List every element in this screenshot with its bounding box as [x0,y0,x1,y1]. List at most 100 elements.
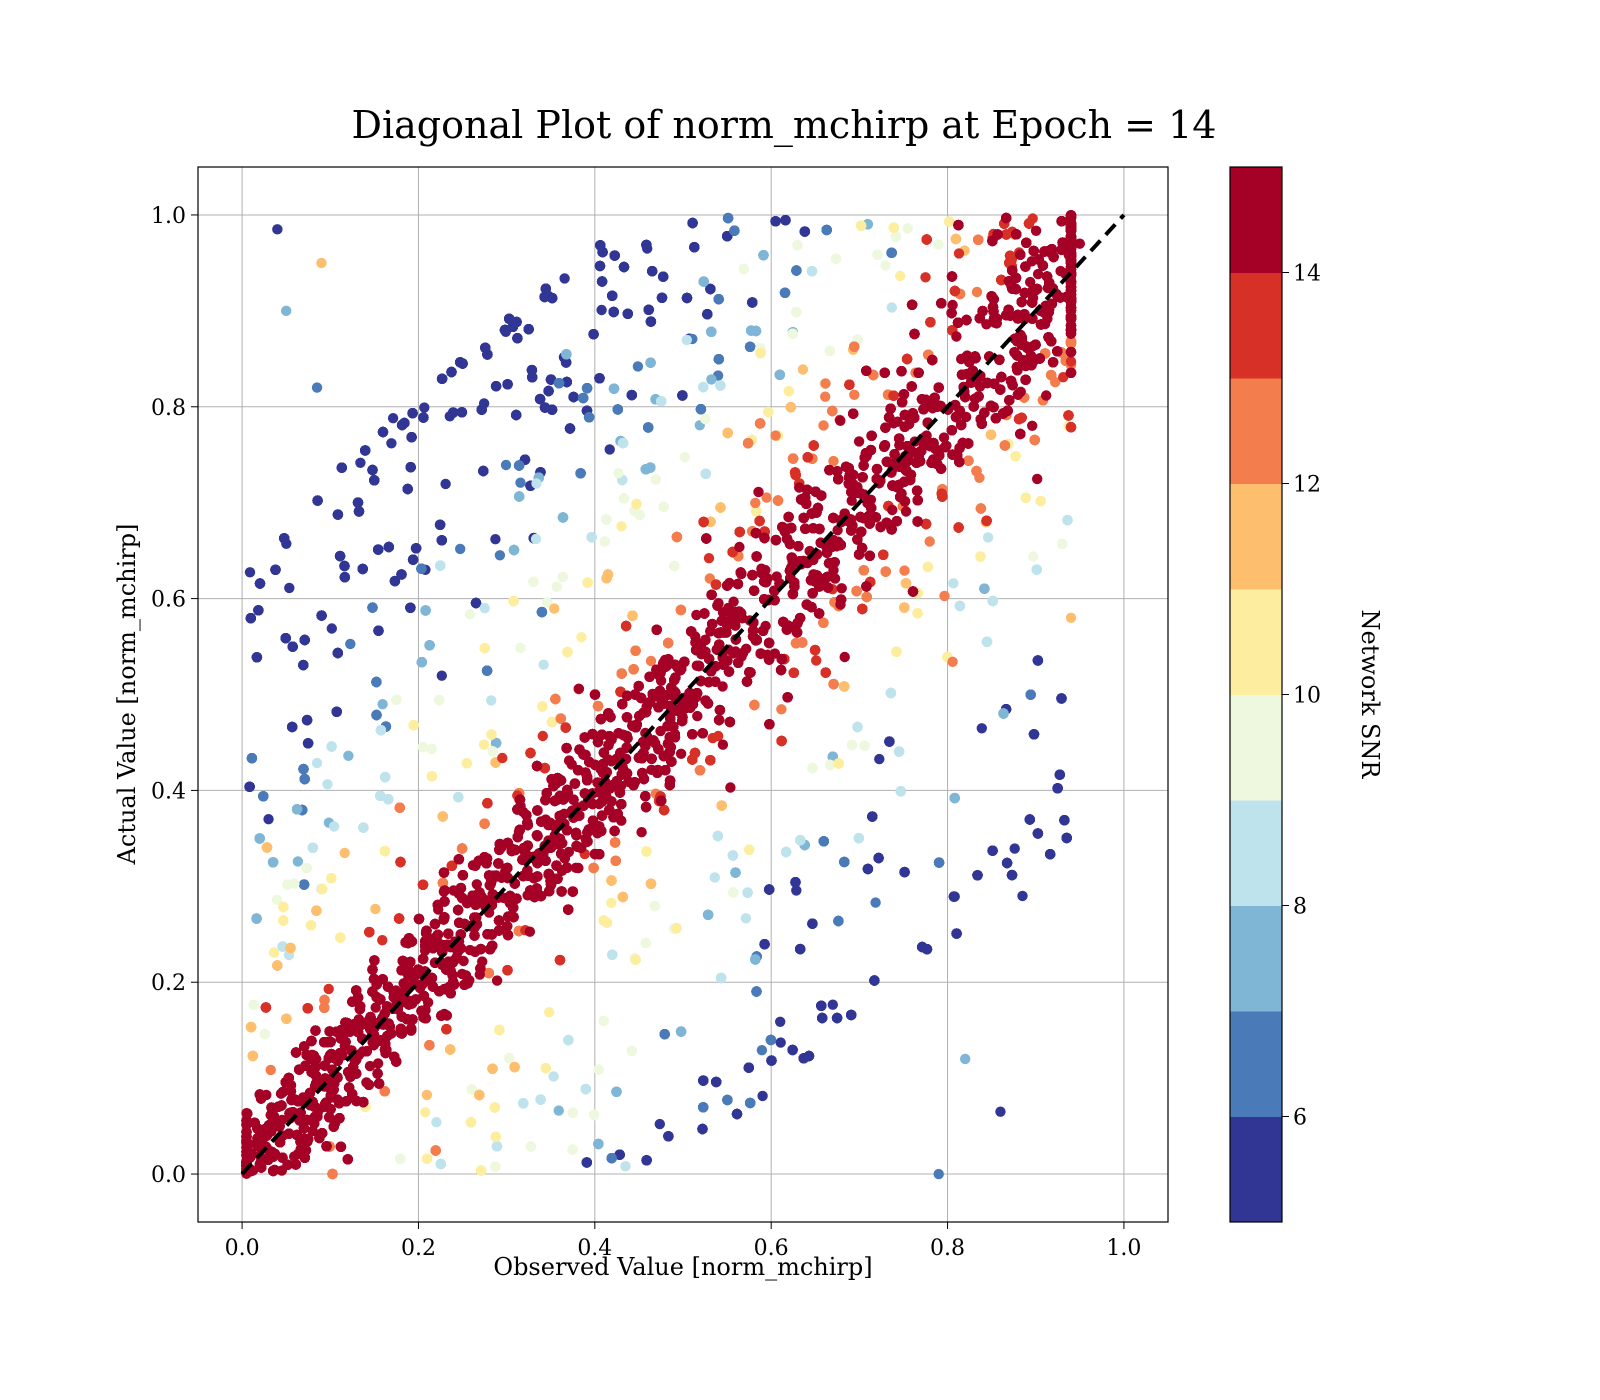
scatter-point [553,378,565,389]
scatter-point [1009,843,1020,854]
scatter-point [508,595,519,607]
scatter-point [1004,250,1016,261]
scatter-point [899,602,910,613]
scatter-point [407,408,418,419]
scatter-point [612,404,623,415]
scatter-point [371,676,382,688]
scatter-point [671,923,682,934]
scatter-point [818,836,829,847]
scatter-point [944,216,955,227]
scatter-point [787,1044,798,1056]
scatter-point [849,389,860,400]
scatter-point [265,1064,276,1076]
scatter-point [835,415,846,426]
scatter-point [561,349,572,360]
scatter-point [987,595,998,607]
scatter-point [924,536,935,547]
scatter-point [839,681,850,692]
scatter-point [1006,869,1018,881]
scatter-point [396,569,407,580]
scatter-point [641,846,652,857]
scatter-point [640,801,652,813]
scatter-point [886,247,897,258]
scatter-point [722,1094,733,1106]
scatter-point [1065,356,1077,367]
scatter-point [251,652,263,663]
scatter-point [555,713,566,724]
scatter-point [716,800,727,811]
scatter-point [355,457,366,468]
scatter-point [975,503,987,514]
scatter-point [634,509,645,521]
scatter-point [417,741,429,753]
scatter-point [700,468,711,479]
scatter-point [480,342,491,353]
scatter-point [581,383,593,394]
scatter-point [776,704,787,715]
scatter-point [326,873,337,884]
scatter-point [896,366,907,377]
scatter-point [731,1108,743,1120]
scatter-point [563,904,574,915]
scatter-point [339,572,350,583]
scatter-point [345,638,356,650]
scatter-point [775,1037,786,1048]
scatter-point [502,965,513,976]
scatter-point [763,406,774,418]
scatter-point [725,782,736,793]
scatter-point [797,364,809,375]
scatter-point [609,250,620,261]
scatter-point [588,1109,600,1121]
scatter-point [774,369,785,380]
scatter-point [298,659,309,671]
scatter-point [567,1107,578,1119]
scatter-point [534,393,546,405]
scatter-point [663,1131,674,1142]
scatter-point [759,939,770,950]
scatter-point [1016,412,1027,423]
scatter-point [770,216,781,227]
scatter-point [741,676,753,687]
scatter-point [298,763,309,775]
scatter-point [248,999,259,1011]
scatter-point [705,755,716,766]
scatter-point [599,536,610,547]
scatter-point [490,1161,501,1172]
scatter-point [613,468,624,479]
scatter-point [608,383,620,394]
scatter-point [557,571,568,583]
scatter-point [420,605,431,616]
scatter-point [525,747,536,759]
scatter-point [949,891,960,902]
scatter-point [1061,832,1072,844]
scatter-point [369,475,380,486]
scatter-point [526,364,538,376]
scatter-point [855,220,867,231]
scatter-point [305,920,317,931]
scatter-point [710,579,722,590]
scatter-point [1056,538,1068,550]
scatter-point [245,613,256,624]
scatter-point [598,915,609,926]
scatter-point [377,935,388,946]
scatter-point [971,286,983,298]
scatter-point [373,625,384,636]
scatter-point [606,897,617,908]
scatter-point [407,554,419,565]
scatter-point [523,324,534,335]
scatter-point [1032,655,1044,666]
scatter-point [867,811,878,822]
scatter-point [745,1097,756,1109]
scatter-point [408,719,419,731]
scatter-point [301,714,313,726]
scatter-point [734,526,745,538]
scatter-point [491,1141,503,1152]
scatter-point [268,947,280,958]
scatter-point [302,738,314,749]
scatter-point [816,1000,827,1011]
scatter-point [377,426,389,438]
scatter-point [470,597,482,609]
scatter-point [461,758,472,769]
scatter-point [747,297,758,308]
scatter-point [951,928,962,939]
